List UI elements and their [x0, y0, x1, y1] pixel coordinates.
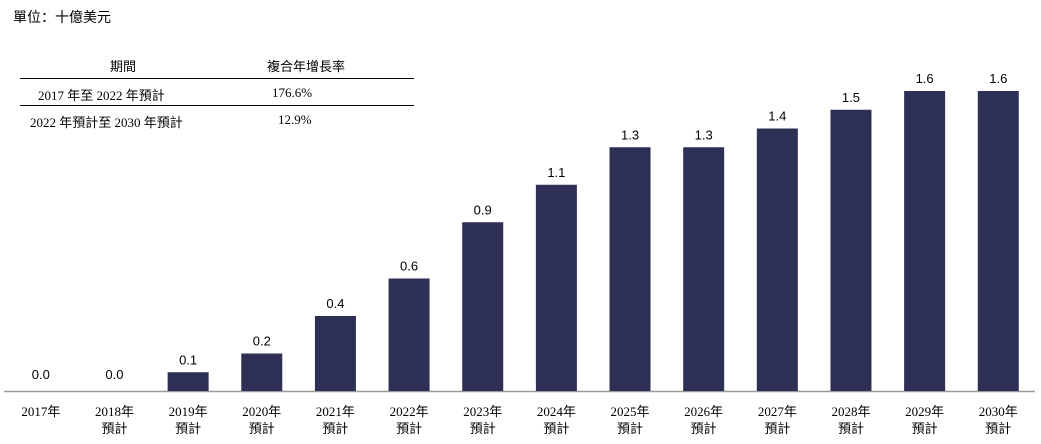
bar — [535, 184, 577, 391]
row-period: 2017 年至 2022 年預計 — [38, 88, 165, 103]
header-period: 期間 — [110, 59, 137, 74]
x-tick-label: 2025年 — [611, 404, 650, 419]
unit-label: 單位：十億美元 — [13, 11, 111, 26]
x-tick-label: 預計 — [249, 421, 275, 436]
x-tick-label: 2028年 — [831, 404, 870, 419]
x-tick-label: 預計 — [985, 421, 1011, 436]
row-rate: 176.6% — [272, 85, 313, 100]
data-label: 1.1 — [547, 165, 565, 180]
x-tick-label: 2020年 — [242, 404, 281, 419]
x-tick-label: 預計 — [764, 421, 790, 436]
x-tick-label: 預計 — [543, 421, 569, 436]
x-tick-label: 預計 — [912, 421, 938, 436]
data-label: 1.5 — [842, 90, 860, 105]
bar — [904, 91, 946, 391]
cagr-table-row: 2017 年至 2022 年預計 176.6% — [20, 79, 414, 106]
bar — [241, 353, 283, 391]
x-tick-label: 2026年 — [684, 404, 723, 419]
x-tick-label: 預計 — [691, 421, 717, 436]
data-label: 0.0 — [105, 367, 123, 382]
data-label: 0.2 — [253, 334, 271, 349]
x-tick-label: 預計 — [470, 421, 496, 436]
x-tick-label: 2027年 — [758, 404, 797, 419]
x-tick-label: 預計 — [396, 421, 422, 436]
x-tick-label: 2018年 — [95, 404, 134, 419]
cagr-table: 期間 複合年增長率 2017 年至 2022 年預計 176.6% 2022 年… — [20, 50, 414, 132]
x-tick-label: 預計 — [838, 421, 864, 436]
bar — [314, 316, 356, 391]
bar — [609, 147, 651, 391]
row-rate: 12.9% — [278, 112, 312, 127]
data-label: 0.6 — [400, 259, 418, 274]
data-label: 1.3 — [621, 127, 639, 142]
x-tick-label: 2023年 — [463, 404, 502, 419]
bar — [388, 278, 430, 391]
bar — [756, 128, 798, 391]
bar — [683, 147, 725, 391]
x-tick-label: 2030年 — [979, 404, 1018, 419]
data-label: 0.0 — [32, 367, 50, 382]
x-tick-label: 2017年 — [21, 404, 60, 419]
cagr-table-header: 期間 複合年增長率 — [20, 50, 414, 79]
x-tick-label: 2019年 — [169, 404, 208, 419]
x-tick-label: 2021年 — [316, 404, 355, 419]
x-tick-label: 預計 — [322, 421, 348, 436]
data-label: 1.3 — [695, 127, 713, 142]
row-period: 2022 年預計至 2030 年預計 — [30, 115, 183, 130]
data-label: 1.6 — [916, 71, 934, 86]
bar — [977, 91, 1019, 391]
header-rate: 複合年增長率 — [267, 59, 346, 74]
x-tick-label: 預計 — [175, 421, 201, 436]
x-tick-label: 2022年 — [390, 404, 429, 419]
data-label: 0.4 — [326, 296, 344, 311]
data-label: 1.4 — [768, 109, 786, 124]
x-tick-label: 2029年 — [905, 404, 944, 419]
cagr-table-row: 2022 年預計至 2030 年預計 12.9% — [20, 106, 414, 132]
x-tick-label: 預計 — [101, 421, 127, 436]
bar — [830, 109, 872, 391]
x-tick-label: 預計 — [617, 421, 643, 436]
data-label: 0.1 — [179, 352, 197, 367]
bar — [462, 222, 504, 391]
x-tick-label: 2024年 — [537, 404, 576, 419]
data-label: 1.6 — [989, 71, 1007, 86]
data-label: 0.9 — [474, 202, 492, 217]
bar — [167, 372, 209, 391]
